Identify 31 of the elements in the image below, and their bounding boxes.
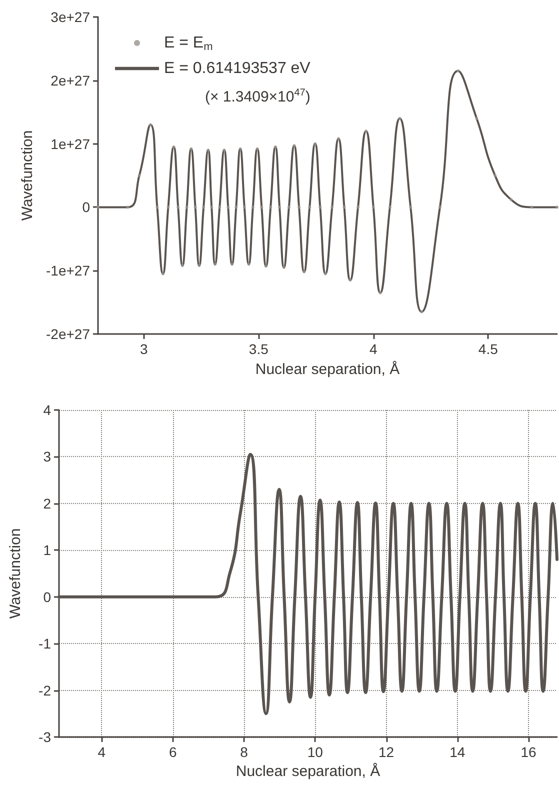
y-axis-title: Wavefunction: [7, 528, 24, 619]
y-tick-label: -1: [38, 636, 52, 652]
x-tick-label: 4.5: [478, 341, 498, 357]
x-tick-label: 10: [307, 744, 324, 760]
x-tick-label: 14: [450, 744, 466, 760]
x-axis-title: Nuclear separation, Å: [255, 360, 400, 378]
y-axis-title: Wavefunction: [19, 130, 36, 221]
x-tick-label: 16: [520, 744, 537, 760]
x-tick-label: 12: [378, 744, 394, 760]
y-tick-label: -3: [38, 729, 52, 745]
y-tick-label: 3e+27: [50, 9, 90, 25]
y-tick-label: 3: [43, 448, 52, 465]
y-tick-label: 1e+27: [50, 136, 90, 152]
y-tick-label: 2: [43, 495, 52, 512]
y-tick-label: 2e+27: [50, 72, 90, 88]
x-tick-label: 6: [168, 744, 177, 760]
y-tick-label: -1e+27: [46, 262, 90, 279]
y-tick-label: 4: [43, 402, 52, 418]
x-tick-label: 4: [370, 341, 378, 357]
y-tick-label: 0: [82, 199, 90, 216]
x-axis-title: Nuclear separation, Å: [236, 762, 380, 780]
y-tick-label: -2: [38, 682, 52, 698]
y-tick-label: 1: [43, 542, 52, 558]
x-tick-label: 3: [140, 341, 148, 357]
y-tick-label: 0: [43, 588, 52, 605]
x-tick-label: 3.5: [248, 341, 269, 357]
line-series: [58, 452, 558, 716]
x-tick-label: 4: [98, 744, 106, 760]
legend-label: E = 0.614193537 eV: [164, 60, 311, 77]
y-tick-label: -2e+27: [46, 326, 90, 342]
x-tick-label: 8: [240, 744, 248, 760]
